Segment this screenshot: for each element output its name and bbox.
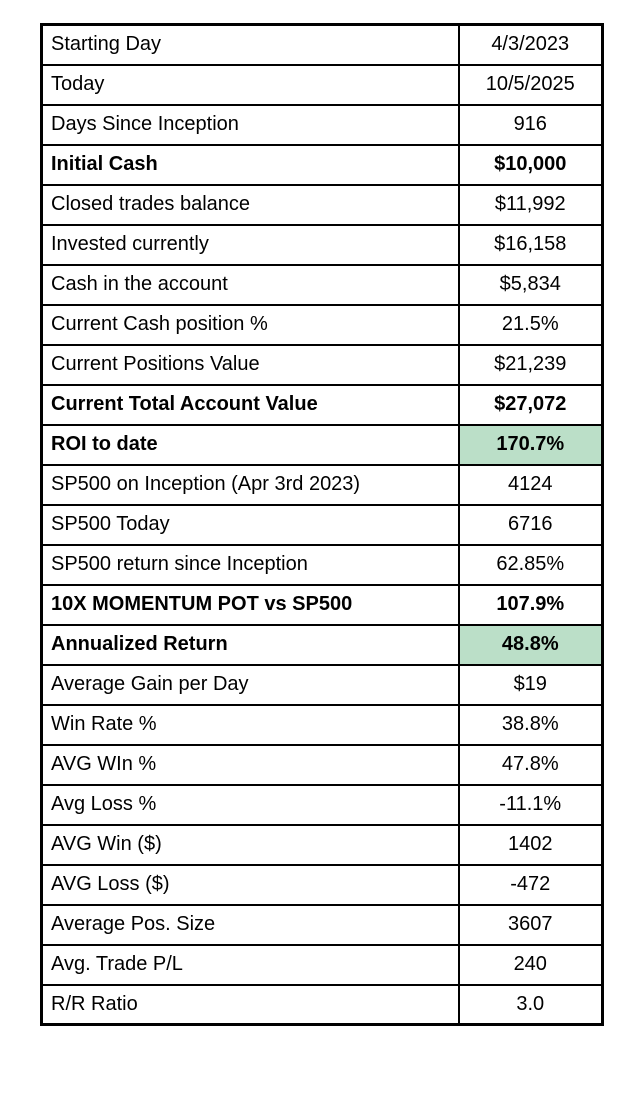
table-row: Annualized Return 48.8% [40,623,604,666]
metric-value: 4124 [457,463,604,506]
metric-label: Current Positions Value [40,343,460,386]
metric-value: 21.5% [457,303,604,346]
table-row: SP500 return since Inception 62.85% [40,543,604,586]
metric-label: SP500 return since Inception [40,543,460,586]
metric-value: 3.0 [457,983,604,1026]
metric-label: Closed trades balance [40,183,460,226]
table-row: Average Gain per Day $19 [40,663,604,706]
metric-value: -472 [457,863,604,906]
metric-value: $5,834 [457,263,604,306]
metric-value: 4/3/2023 [457,23,604,66]
metric-label: SP500 on Inception (Apr 3rd 2023) [40,463,460,506]
metric-value: 1402 [457,823,604,866]
stats-sheet: Starting Day 4/3/2023 Today 10/5/2025 Da… [40,23,604,1026]
metric-value: 916 [457,103,604,146]
metric-label: Avg Loss % [40,783,460,826]
metric-value: 240 [457,943,604,986]
table-row: AVG WIn % 47.8% [40,743,604,786]
metric-label: Current Total Account Value [40,383,460,426]
metric-value: 10/5/2025 [457,63,604,106]
table-row: Current Positions Value $21,239 [40,343,604,386]
metric-value: 3607 [457,903,604,946]
table-row: Days Since Inception 916 [40,103,604,146]
metric-label: Today [40,63,460,106]
metric-label: AVG Loss ($) [40,863,460,906]
metric-value: -11.1% [457,783,604,826]
metric-value: $19 [457,663,604,706]
metric-label: Initial Cash [40,143,460,186]
metric-value: $16,158 [457,223,604,266]
metric-value: $10,000 [457,143,604,186]
metric-label: Annualized Return [40,623,460,666]
metric-label: Starting Day [40,23,460,66]
table-row: SP500 Today 6716 [40,503,604,546]
metric-value: 107.9% [457,583,604,626]
metric-label: ROI to date [40,423,460,466]
table-row: Today 10/5/2025 [40,63,604,106]
table-row: R/R Ratio 3.0 [40,983,604,1026]
table-row: Initial Cash $10,000 [40,143,604,186]
metric-value: $27,072 [457,383,604,426]
metric-label: AVG Win ($) [40,823,460,866]
table-row: Current Total Account Value $27,072 [40,383,604,426]
metric-label: Current Cash position % [40,303,460,346]
metric-label: Average Pos. Size [40,903,460,946]
metric-label: Cash in the account [40,263,460,306]
table-row: AVG Win ($) 1402 [40,823,604,866]
metric-label: Average Gain per Day [40,663,460,706]
metric-label: AVG WIn % [40,743,460,786]
metric-label: Win Rate % [40,703,460,746]
metric-label: SP500 Today [40,503,460,546]
metric-value: 170.7% [457,423,604,466]
table-row: Win Rate % 38.8% [40,703,604,746]
table-row: Avg. Trade P/L 240 [40,943,604,986]
table-row: ROI to date 170.7% [40,423,604,466]
metric-value: 48.8% [457,623,604,666]
stats-table: Starting Day 4/3/2023 Today 10/5/2025 Da… [40,23,604,1026]
table-row: AVG Loss ($) -472 [40,863,604,906]
metric-value: 62.85% [457,543,604,586]
table-row: Closed trades balance $11,992 [40,183,604,226]
metric-label: Invested currently [40,223,460,266]
table-row: Average Pos. Size 3607 [40,903,604,946]
table-row: Cash in the account $5,834 [40,263,604,306]
metric-value: 38.8% [457,703,604,746]
metric-value: $11,992 [457,183,604,226]
metric-value: $21,239 [457,343,604,386]
table-row: 10X MOMENTUM POT vs SP500 107.9% [40,583,604,626]
table-row: SP500 on Inception (Apr 3rd 2023) 4124 [40,463,604,506]
metric-label: Avg. Trade P/L [40,943,460,986]
stats-table-body: Starting Day 4/3/2023 Today 10/5/2025 Da… [40,23,604,1026]
metric-value: 47.8% [457,743,604,786]
table-row: Current Cash position % 21.5% [40,303,604,346]
metric-label: 10X MOMENTUM POT vs SP500 [40,583,460,626]
table-row: Starting Day 4/3/2023 [40,23,604,66]
metric-label: Days Since Inception [40,103,460,146]
table-row: Avg Loss % -11.1% [40,783,604,826]
metric-label: R/R Ratio [40,983,460,1026]
table-row: Invested currently $16,158 [40,223,604,266]
metric-value: 6716 [457,503,604,546]
